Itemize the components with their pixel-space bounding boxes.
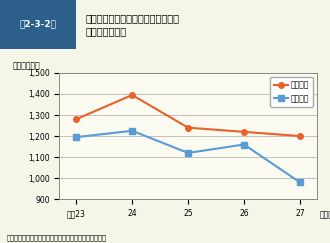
Text: 第2-3-2図: 第2-3-2図 [19,20,56,29]
Text: （年）: （年） [319,211,330,220]
消防団員 [242,143,246,146]
消防職員 [242,130,246,133]
Line: 消防団員: 消防団員 [73,128,303,185]
Text: （負傷者数）: （負傷者数） [13,61,41,70]
消防職員 [74,118,78,121]
消防職員 [186,126,190,129]
消防団員 [74,136,78,139]
消防職員 [130,94,134,96]
Text: （備考）　「消防防災・震災対策現況調査」により作成: （備考） 「消防防災・震災対策現況調査」により作成 [7,234,107,241]
Bar [0,0,76,49]
消防団員 [130,129,134,132]
Text: 消防職員及び消防団員の公務による
負傷者数の推移: 消防職員及び消防団員の公務による 負傷者数の推移 [86,13,180,36]
Legend: 消防職員, 消防団員: 消防職員, 消防団員 [270,77,313,107]
Line: 消防職員: 消防職員 [73,92,303,139]
消防団員 [186,151,190,154]
消防職員 [298,135,302,138]
消防団員 [298,181,302,184]
